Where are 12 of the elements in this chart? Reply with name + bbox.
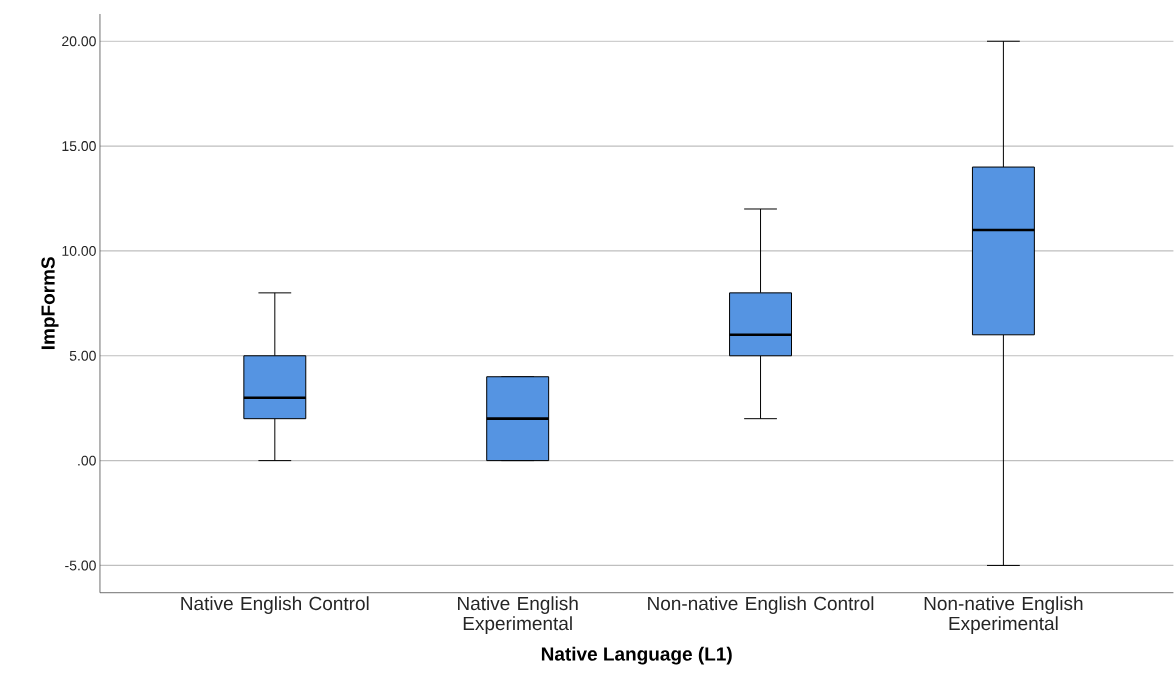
x-tick-label: Native English Control — [181, 596, 369, 615]
y-tick-label: 10.00 — [62, 246, 96, 257]
x-tick-label: Native English Experimental — [458, 596, 578, 635]
y-tick-label: 15.00 — [62, 141, 96, 152]
x-tick-label: Non-native English Experimental — [924, 596, 1083, 635]
x-tick-label: Non-native English Control — [648, 596, 874, 615]
y-axis-title: ImpFormS — [41, 257, 59, 350]
y-tick-label: 5.00 — [69, 350, 96, 361]
x-axis-title: Native Language (L1) — [541, 646, 732, 665]
y-tick-label: .00 — [78, 455, 96, 466]
y-tick-label: 20.00 — [62, 36, 96, 47]
y-tick-label: -5.00 — [65, 560, 96, 571]
